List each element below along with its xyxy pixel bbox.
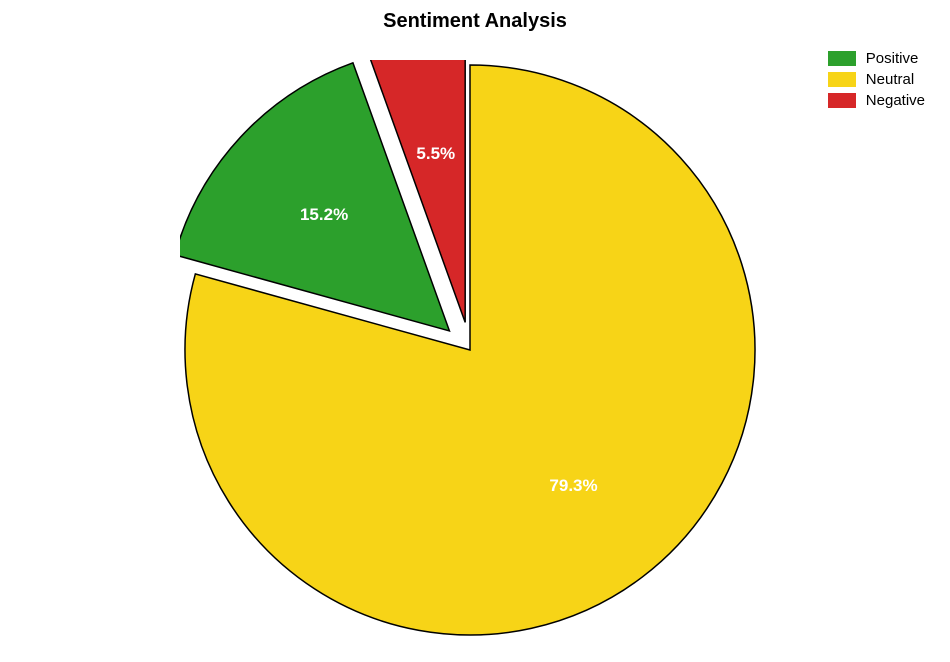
legend-label: Neutral: [866, 71, 914, 88]
slice-label-neutral: 79.3%: [549, 476, 597, 496]
legend-item-negative: Negative: [828, 92, 925, 109]
legend-swatch-negative: [828, 93, 856, 108]
legend-swatch-neutral: [828, 72, 856, 87]
legend-item-neutral: Neutral: [828, 71, 925, 88]
legend-swatch-positive: [828, 51, 856, 66]
legend: Positive Neutral Negative: [828, 50, 925, 113]
pie-chart: [180, 60, 760, 640]
legend-label: Positive: [866, 50, 919, 67]
slice-label-positive: 15.2%: [300, 205, 348, 225]
legend-label: Negative: [866, 92, 925, 109]
chart-title: Sentiment Analysis: [383, 10, 567, 33]
slice-label-negative: 5.5%: [416, 144, 455, 164]
legend-item-positive: Positive: [828, 50, 925, 67]
